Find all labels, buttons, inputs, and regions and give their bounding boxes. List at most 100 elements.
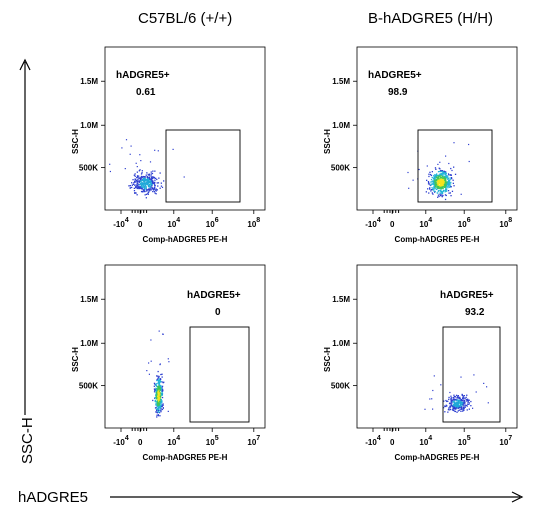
event-dot xyxy=(150,173,153,175)
event-dot xyxy=(159,406,161,409)
y-tick-label: 1.0M xyxy=(332,339,350,348)
side-label-y: SSC-H xyxy=(19,417,36,464)
event-dot xyxy=(440,184,442,186)
event-dot xyxy=(156,375,158,377)
event-dot xyxy=(452,408,454,410)
event-dot xyxy=(151,178,153,180)
event-dot xyxy=(151,184,153,186)
event-dot xyxy=(140,184,142,186)
event-dot xyxy=(453,407,455,409)
event-dot xyxy=(161,390,163,392)
event-dot xyxy=(437,186,439,188)
event-dot xyxy=(157,390,159,392)
event-dot xyxy=(151,185,153,187)
event-dot xyxy=(157,401,159,403)
event-dot xyxy=(148,176,151,178)
event-dot xyxy=(443,180,445,183)
scatter-panel-top-left: 500K 1.0M 1.5M SSC-H -104 0 104 106 108 Comp-hADG… xyxy=(71,46,266,244)
event-dot xyxy=(427,181,430,183)
event-dot xyxy=(446,183,448,185)
event-dot xyxy=(446,405,448,407)
event-dot xyxy=(433,176,435,179)
event-dot xyxy=(445,399,447,402)
x-axis-label: Comp-hADGRE5 PE-H xyxy=(395,235,480,244)
event-dot xyxy=(138,187,140,190)
event-dot xyxy=(132,183,134,185)
event-dot xyxy=(136,166,138,168)
event-dot xyxy=(155,395,157,397)
gate-rectangle xyxy=(417,129,493,203)
event-dot xyxy=(441,186,443,188)
event-dot xyxy=(137,183,139,185)
event-dot xyxy=(449,178,451,181)
event-dot xyxy=(445,155,447,157)
x-tick-label: 107 xyxy=(247,435,260,447)
event-dot xyxy=(449,406,452,408)
event-dot xyxy=(429,184,431,187)
event-dot xyxy=(161,393,163,395)
event-dot xyxy=(472,407,474,409)
event-dot xyxy=(450,398,452,401)
event-dot xyxy=(462,403,464,406)
event-dot xyxy=(429,173,432,176)
event-dot xyxy=(437,163,439,165)
event-dot xyxy=(453,406,455,408)
event-dot xyxy=(160,398,162,401)
event-dot xyxy=(443,170,445,173)
event-dot xyxy=(157,406,159,408)
event-dot xyxy=(443,186,445,188)
event-dot xyxy=(144,188,146,190)
event-dot xyxy=(457,404,459,406)
event-dot xyxy=(132,179,134,181)
event-dot xyxy=(448,409,450,411)
event-dot xyxy=(136,186,138,188)
event-dot xyxy=(448,192,450,194)
event-dot xyxy=(430,183,432,185)
event-dot xyxy=(150,180,152,182)
event-dot xyxy=(434,187,436,189)
event-dot xyxy=(162,404,164,406)
event-dot xyxy=(456,399,459,401)
event-dot xyxy=(462,404,465,406)
event-dot xyxy=(161,388,163,390)
event-dot xyxy=(460,407,462,409)
event-dot xyxy=(158,375,160,378)
event-dot xyxy=(467,401,469,403)
event-dot xyxy=(431,176,433,179)
event-dot xyxy=(463,407,465,409)
event-dot xyxy=(452,406,454,408)
event-dot xyxy=(156,396,158,398)
event-dot xyxy=(133,174,135,176)
event-dot xyxy=(462,397,464,400)
event-dot xyxy=(148,373,150,375)
event-dot xyxy=(475,391,477,393)
event-dot xyxy=(154,192,156,194)
x-tick-label: 108 xyxy=(499,217,512,229)
event-dot xyxy=(160,185,163,187)
event-dot xyxy=(163,180,165,182)
event-dot xyxy=(158,387,160,390)
event-dot xyxy=(434,186,436,188)
event-dot xyxy=(439,161,441,163)
event-dot xyxy=(431,192,433,194)
event-dot xyxy=(149,186,152,188)
event-dot xyxy=(157,411,159,413)
event-dot xyxy=(441,175,443,177)
event-dot xyxy=(159,388,161,390)
event-dot xyxy=(438,186,440,188)
event-dot xyxy=(438,174,440,176)
event-dot xyxy=(442,184,444,186)
event-dot xyxy=(436,185,439,188)
event-dot xyxy=(456,411,458,413)
event-dot xyxy=(148,362,150,364)
event-dot xyxy=(149,183,151,185)
x-tick-label: 105 xyxy=(206,435,219,447)
event-dot xyxy=(149,190,151,192)
event-dot xyxy=(155,397,158,400)
event-dot xyxy=(436,176,438,178)
event-dot xyxy=(441,184,444,186)
event-dot xyxy=(138,181,140,184)
event-dot xyxy=(147,192,149,195)
x-tick-label: -104 xyxy=(113,435,129,447)
event-dot xyxy=(436,192,438,194)
